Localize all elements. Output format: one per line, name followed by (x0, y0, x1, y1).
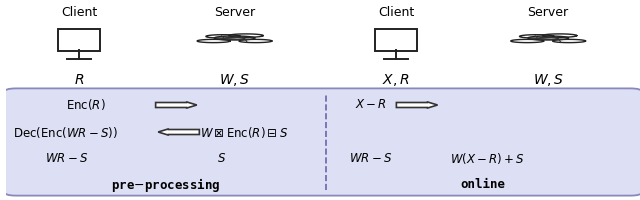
Text: $\mathrm{Enc}(R)$: $\mathrm{Enc}(R)$ (66, 98, 106, 112)
Text: $WR - S$: $WR - S$ (349, 152, 392, 166)
Text: $W \boxtimes \mathrm{Enc}(R) \boxminus S$: $W \boxtimes \mathrm{Enc}(R) \boxminus S… (200, 124, 288, 140)
Polygon shape (228, 34, 263, 37)
Polygon shape (206, 35, 241, 38)
Polygon shape (156, 102, 197, 108)
Polygon shape (520, 35, 554, 38)
Text: $X, R$: $X, R$ (382, 72, 410, 88)
Text: Client: Client (378, 6, 414, 19)
FancyBboxPatch shape (58, 29, 100, 51)
Text: pre$-$processing: pre$-$processing (111, 176, 221, 194)
Polygon shape (511, 39, 544, 43)
Polygon shape (542, 34, 577, 37)
Text: Server: Server (214, 6, 255, 19)
Text: online: online (460, 178, 506, 192)
Text: $S$: $S$ (218, 152, 227, 166)
Text: $X - R$: $X - R$ (355, 98, 387, 112)
Text: $WR - S$: $WR - S$ (45, 152, 88, 166)
Polygon shape (552, 39, 586, 43)
Text: $W(X - R) + S$: $W(X - R) + S$ (451, 152, 525, 166)
Text: Client: Client (61, 6, 97, 19)
Text: $W, S$: $W, S$ (219, 72, 250, 88)
Polygon shape (528, 36, 568, 40)
Text: $\mathrm{Dec}(\mathrm{Enc}(WR-S))$: $\mathrm{Dec}(\mathrm{Enc}(WR-S))$ (13, 124, 118, 140)
Polygon shape (158, 129, 199, 135)
Text: Server: Server (527, 6, 569, 19)
Polygon shape (239, 39, 272, 43)
FancyBboxPatch shape (4, 88, 640, 196)
Polygon shape (197, 39, 230, 43)
Polygon shape (396, 102, 438, 108)
Text: $R$: $R$ (74, 73, 84, 87)
Polygon shape (214, 36, 255, 40)
FancyBboxPatch shape (375, 29, 417, 51)
Text: $W, S$: $W, S$ (532, 72, 564, 88)
